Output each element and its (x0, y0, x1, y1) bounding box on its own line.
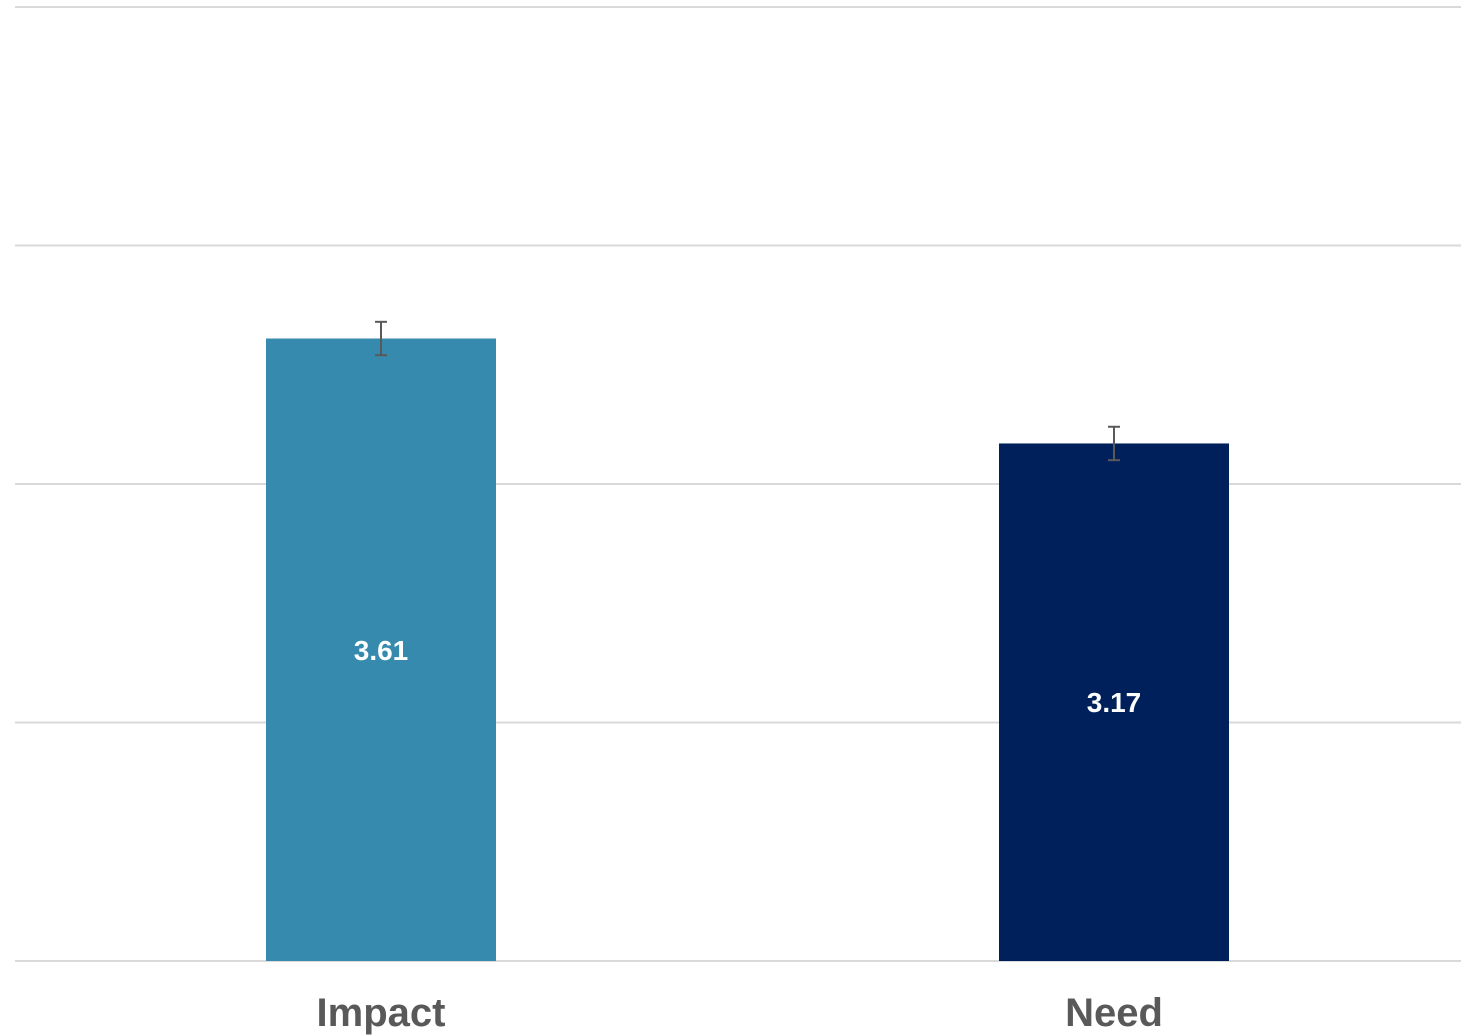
error-bars (375, 320, 1120, 462)
data-labels: 3.61 3.17 (354, 635, 1142, 718)
data-label-impact: 3.61 (354, 635, 409, 666)
bar-need (999, 443, 1229, 962)
category-labels: Impact Need (317, 991, 1163, 1035)
data-label-need: 3.17 (1087, 687, 1142, 718)
category-label-need: Need (1065, 991, 1163, 1035)
error-bar-impact (375, 320, 387, 357)
gridlines (15, 6, 1461, 962)
bar-impact (266, 338, 496, 961)
bars (266, 338, 1229, 962)
category-label-impact: Impact (317, 991, 446, 1035)
error-bar-need (1108, 425, 1120, 462)
